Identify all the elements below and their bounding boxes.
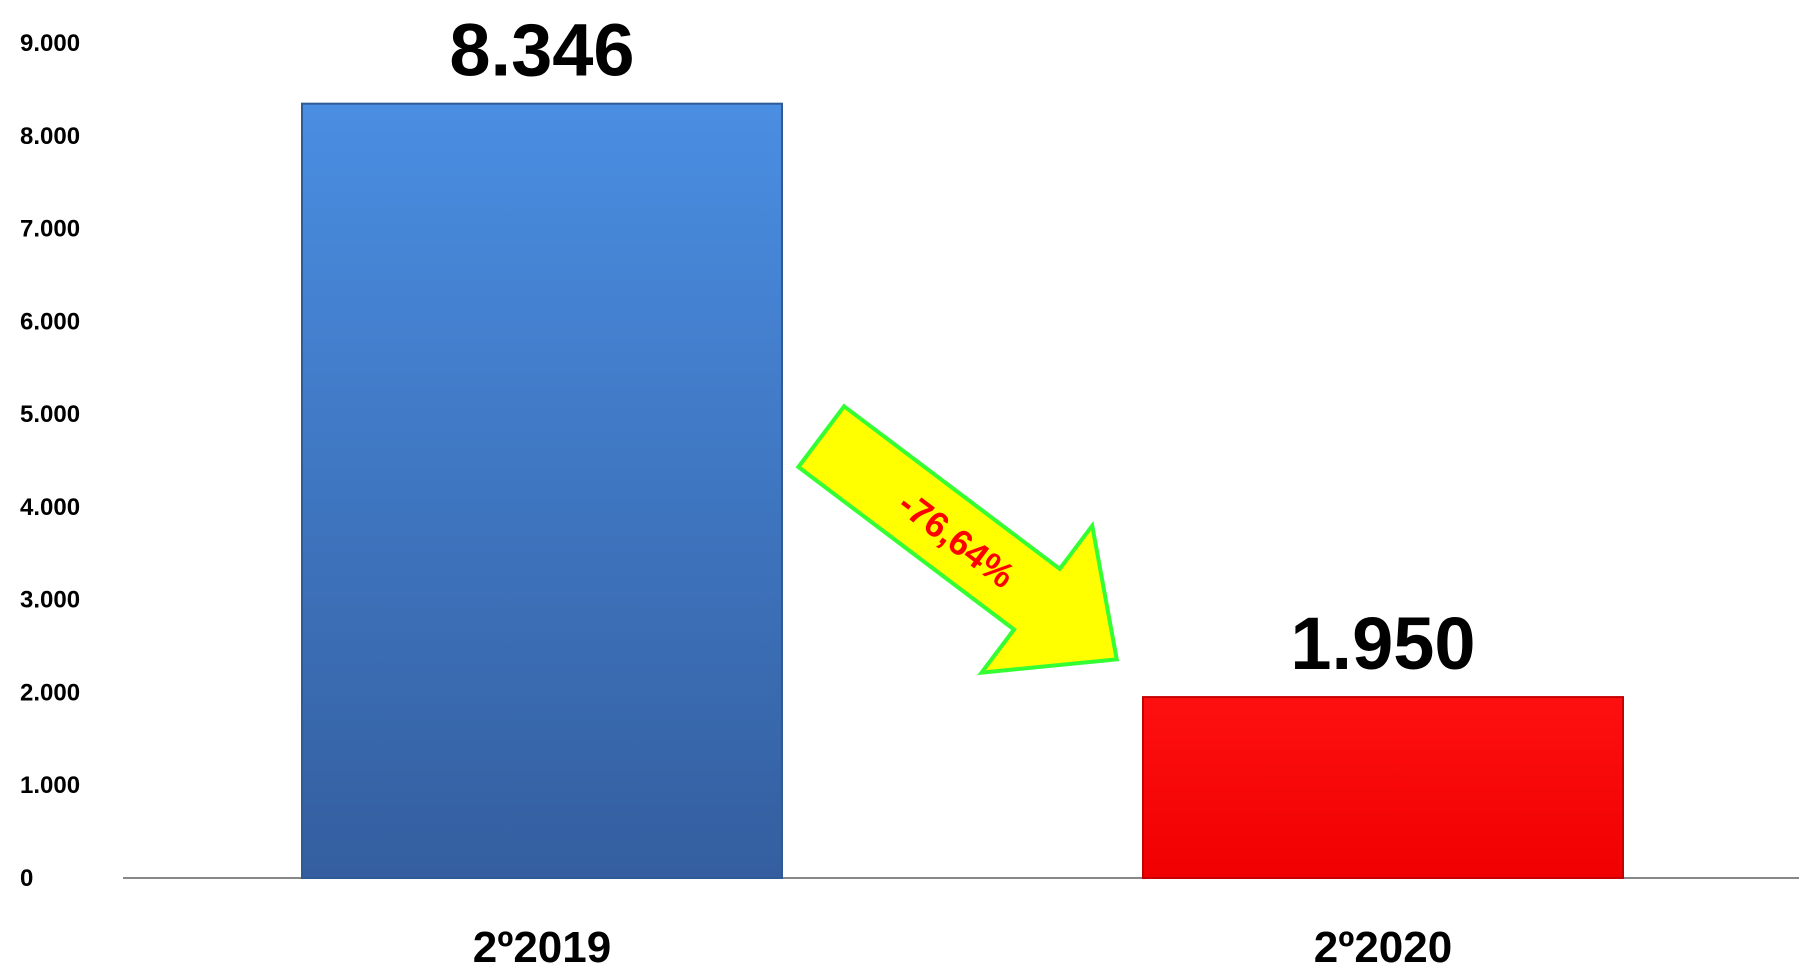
change-arrow: -76,64% (795, 403, 1120, 676)
y-tick-label: 0 (20, 865, 33, 892)
y-tick-label: 7.000 (20, 216, 80, 243)
bar-2019 (301, 102, 783, 879)
data-label: 8.346 (449, 9, 634, 92)
y-tick-label: 5.000 (20, 401, 80, 428)
y-tick-label: 2.000 (20, 679, 80, 706)
category-label: 2º2019 (473, 923, 611, 966)
arrow-shape (795, 403, 1120, 676)
y-tick-label: 8.000 (20, 123, 80, 150)
y-tick-label: 4.000 (20, 494, 80, 521)
category-label: 2º2020 (1314, 923, 1452, 966)
y-tick-label: 1.000 (20, 772, 80, 799)
category-labels: 2º2019 2º2020 (473, 923, 1452, 966)
y-tick-label: 6.000 (20, 308, 80, 335)
y-tick-label: 9.000 (20, 30, 80, 57)
bars (301, 102, 1624, 879)
y-axis-ticks: 0 1.000 2.000 3.000 4.000 5.000 6.000 7.000 8.00… (20, 30, 80, 892)
bar-2020 (1142, 696, 1624, 879)
data-labels: 8.346 1.950 (449, 9, 1475, 685)
data-label: 1.950 (1290, 602, 1475, 685)
y-tick-label: 3.000 (20, 587, 80, 614)
